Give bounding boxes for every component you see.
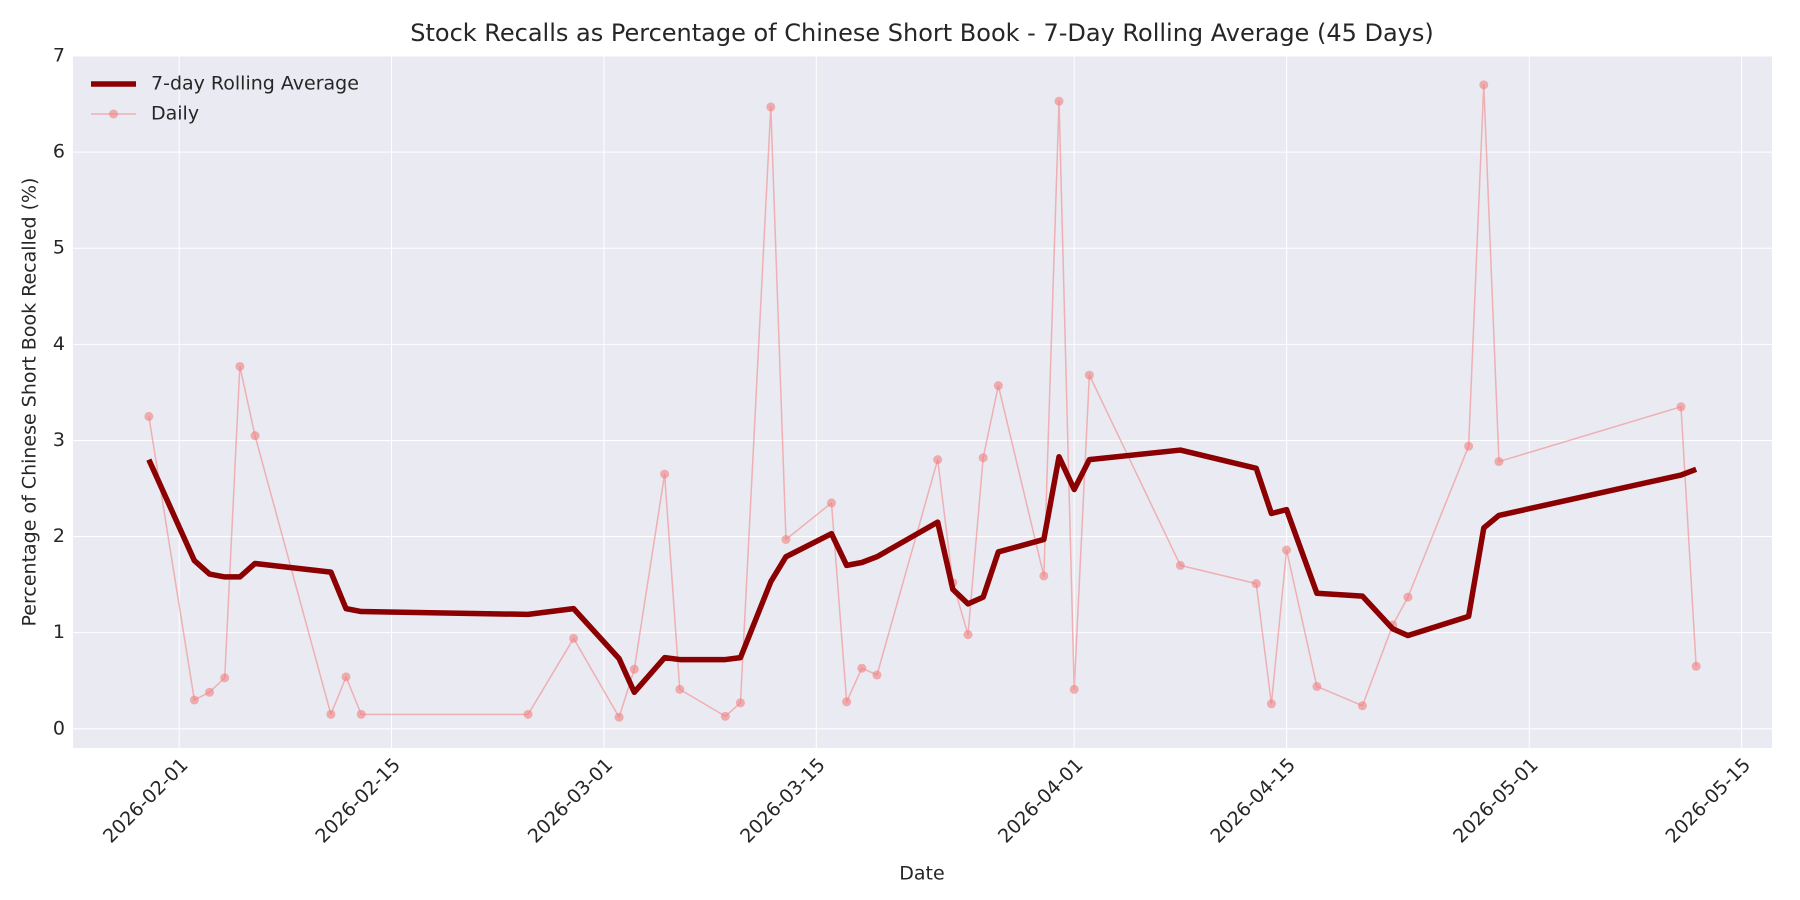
y-tick-label: 2 bbox=[53, 525, 65, 547]
x-tick-label: 2026-03-01 bbox=[524, 754, 618, 848]
data-point bbox=[1494, 457, 1504, 467]
data-point bbox=[993, 381, 1003, 391]
data-point bbox=[144, 411, 154, 421]
data-point bbox=[963, 630, 973, 640]
chart-title: Stock Recalls as Percentage of Chinese S… bbox=[410, 19, 1434, 47]
data-point bbox=[978, 453, 988, 463]
data-point bbox=[660, 469, 670, 479]
legend-label: Daily bbox=[151, 103, 199, 125]
data-point bbox=[766, 102, 776, 112]
data-point bbox=[235, 361, 245, 371]
data-point bbox=[933, 455, 943, 465]
data-point bbox=[1266, 699, 1276, 709]
y-tick-label: 1 bbox=[53, 621, 65, 643]
x-tick-label: 2026-04-01 bbox=[994, 754, 1088, 848]
y-tick-label: 4 bbox=[53, 333, 65, 355]
data-point bbox=[326, 709, 336, 719]
data-point bbox=[1084, 370, 1094, 380]
plot-area bbox=[73, 56, 1772, 748]
series-line bbox=[146, 447, 1698, 696]
data-point bbox=[1357, 701, 1367, 711]
data-point bbox=[250, 431, 260, 441]
data-point bbox=[614, 712, 624, 722]
x-tick-label: 2026-02-01 bbox=[99, 754, 193, 848]
data-point bbox=[781, 534, 791, 544]
data-point bbox=[189, 695, 199, 705]
data-point bbox=[1479, 80, 1489, 90]
data-point bbox=[720, 711, 730, 721]
x-tick-label: 2026-02-15 bbox=[311, 754, 405, 848]
y-tick-label: 7 bbox=[53, 45, 65, 67]
data-point bbox=[220, 673, 230, 683]
legend-label: 7-day Rolling Average bbox=[151, 73, 359, 95]
y-axis-label: Percentage of Chinese Short Book Recalle… bbox=[19, 178, 41, 627]
x-tick-label: 2026-03-15 bbox=[736, 754, 830, 848]
data-point bbox=[1676, 402, 1686, 412]
grid bbox=[73, 55, 1772, 748]
data-point bbox=[629, 664, 639, 674]
data-point bbox=[341, 672, 351, 682]
data-point bbox=[205, 687, 215, 697]
y-tick-label: 5 bbox=[53, 237, 65, 259]
data-point bbox=[1282, 545, 1292, 555]
data-point bbox=[675, 684, 685, 694]
data-point bbox=[735, 698, 745, 708]
data-point bbox=[1251, 579, 1261, 589]
data-point bbox=[1691, 661, 1701, 671]
data-point bbox=[569, 633, 579, 643]
data-point bbox=[826, 498, 836, 508]
x-tick-label: 2026-04-15 bbox=[1206, 754, 1300, 848]
y-tick-label: 0 bbox=[53, 717, 65, 739]
data-point bbox=[842, 697, 852, 707]
data-point bbox=[1069, 684, 1079, 694]
x-tick-label: 2026-05-01 bbox=[1449, 754, 1543, 848]
y-tick-label: 3 bbox=[53, 429, 65, 451]
legend-marker bbox=[109, 109, 118, 119]
data-point bbox=[1464, 441, 1474, 451]
data-point bbox=[1054, 96, 1064, 106]
data-point bbox=[1403, 592, 1413, 602]
data-point bbox=[523, 709, 533, 719]
x-tick-label: 2026-05-15 bbox=[1661, 754, 1755, 848]
y-tick-label: 6 bbox=[53, 141, 65, 163]
data-point bbox=[872, 670, 882, 680]
x-axis-label: Date bbox=[899, 863, 944, 885]
data-point bbox=[857, 663, 867, 673]
data-point bbox=[1039, 571, 1049, 581]
data-point bbox=[1175, 560, 1185, 570]
data-point bbox=[1312, 681, 1322, 691]
data-point bbox=[356, 709, 366, 719]
